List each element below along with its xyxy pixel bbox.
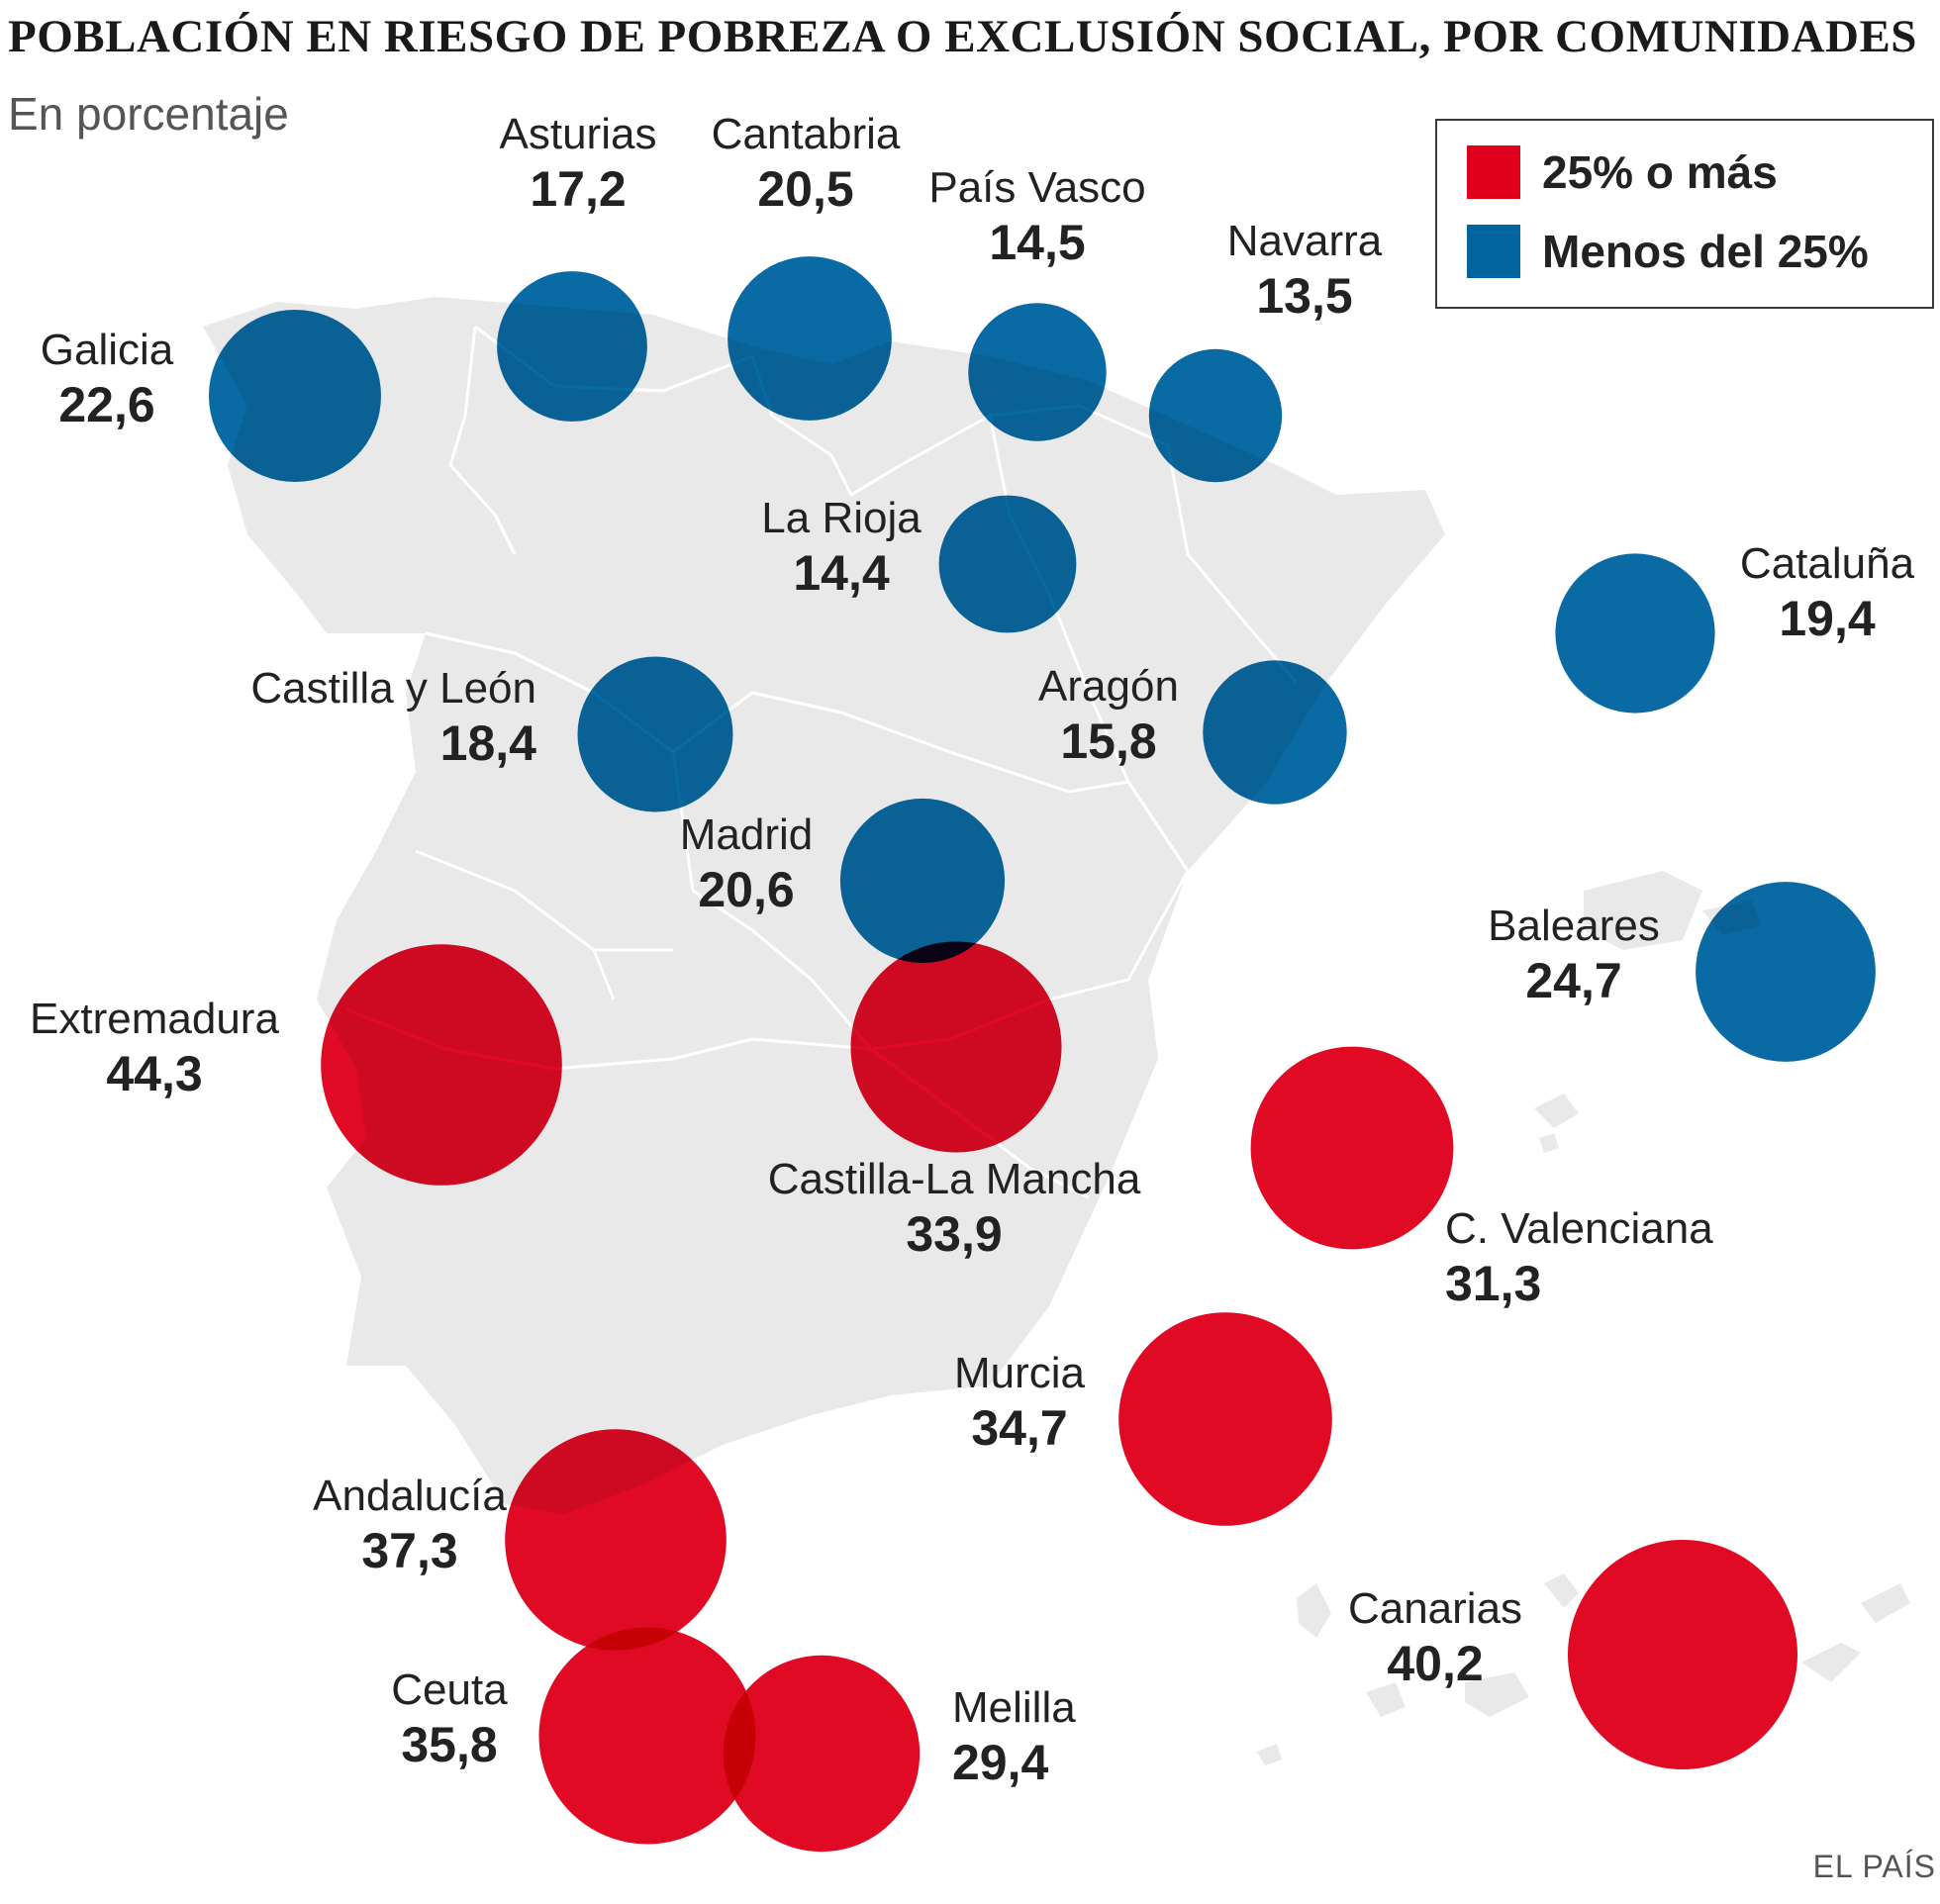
region-value-castilla-y-leon: 18,4 [440,715,537,771]
bubble-baleares [1696,882,1876,1062]
canarias-shape [1465,1672,1529,1717]
bubble-ceuta [538,1627,756,1845]
region-value-extremadura: 44,3 [106,1046,202,1101]
region-name-murcia: Murcia [954,1349,1086,1397]
mainland-shape [203,297,1445,1514]
region-name-galicia: Galicia [41,326,174,374]
legend-item-high: 25% o más [1467,144,1778,200]
bubble-pais-vasco [968,303,1107,441]
region-name-ceuta: Ceuta [391,1666,508,1714]
bubble-extremadura [321,944,562,1186]
canarias-shape [1861,1583,1910,1623]
region-name-asturias: Asturias [500,110,657,158]
region-name-navarra: Navarra [1227,217,1383,265]
region-value-ceuta: 35,8 [401,1717,497,1772]
baleares-shape [1539,1133,1559,1153]
canarias-shape [1801,1643,1861,1682]
canarias-shape [1366,1682,1406,1717]
bubble-andalucia [505,1429,727,1651]
region-name-castilla-la-mancha: Castilla-La Mancha [768,1155,1141,1203]
region-value-murcia: 34,7 [971,1400,1067,1456]
bubble-la-rioja [938,495,1077,633]
region-value-cataluna: 19,4 [1779,591,1876,646]
legend-item-low: Menos del 25% [1467,224,1869,279]
region-name-cataluna: Cataluña [1740,539,1915,588]
region-value-canarias: 40,2 [1387,1636,1483,1691]
region-value-c-valenciana: 31,3 [1445,1256,1541,1311]
baleares-shape [1584,871,1702,950]
bubble-galicia [209,310,381,482]
bubble-castilla-y-leon [577,656,733,812]
region-name-baleares: Baleares [1488,902,1660,950]
region-value-castilla-la-mancha: 33,9 [906,1206,1002,1262]
canarias-shape [1257,1744,1282,1765]
region-name-cantabria: Cantabria [712,110,901,158]
region-value-melilla: 29,4 [952,1735,1049,1790]
bubble-murcia [1118,1312,1332,1526]
source-credit: EL PAÍS [1812,1849,1936,1884]
bubble-madrid [839,798,1006,964]
region-value-asturias: 17,2 [530,161,626,217]
region-name-aragon: Aragón [1038,662,1179,711]
bubble-aragon [1203,660,1347,805]
region-name-melilla: Melilla [952,1683,1076,1732]
region-name-la-rioja: La Rioja [761,494,922,542]
bubble-castilla-la-mancha [850,941,1062,1153]
region-name-castilla-y-leon: Castilla y León [250,664,536,713]
region-value-madrid: 20,6 [698,862,794,917]
bubble-cataluna [1555,553,1715,714]
region-name-pais-vasco: País Vasco [928,163,1145,212]
region-name-extremadura: Extremadura [30,995,279,1043]
bubble-navarra [1148,348,1283,483]
bubble-cantabria [728,256,892,421]
region-name-canarias: Canarias [1348,1584,1522,1633]
bubbles-layer [209,256,1876,1853]
canarias-shape [1544,1573,1579,1608]
baleares-shape [1534,1094,1579,1128]
region-value-la-rioja: 14,4 [793,545,890,601]
bubble-canarias [1568,1540,1797,1769]
region-value-baleares: 24,7 [1525,953,1621,1008]
region-name-madrid: Madrid [680,810,814,859]
region-value-aragon: 15,8 [1060,714,1156,769]
bubble-asturias [497,271,647,422]
legend-swatch-high [1467,145,1520,199]
bubble-c-valenciana [1250,1046,1454,1250]
chart-subtitle: En porcentaje [8,88,289,140]
region-value-cantabria: 20,5 [757,161,853,217]
region-value-andalucia: 37,3 [361,1523,457,1578]
region-value-navarra: 13,5 [1256,268,1352,324]
bubble-melilla [723,1655,921,1853]
region-value-pais-vasco: 14,5 [989,215,1085,270]
region-name-andalucia: Andalucía [313,1472,507,1520]
legend-label-low: Menos del 25% [1542,226,1869,277]
region-value-galicia: 22,6 [58,377,154,432]
legend: 25% o más Menos del 25% [1435,119,1934,309]
canarias-shape [1297,1583,1331,1638]
region-name-c-valenciana: C. Valenciana [1445,1204,1713,1253]
legend-label-high: 25% o más [1542,146,1778,198]
chart-title: POBLACIÓN EN RIESGO DE POBREZA O EXCLUSI… [8,11,1917,62]
legend-swatch-low [1467,225,1520,278]
